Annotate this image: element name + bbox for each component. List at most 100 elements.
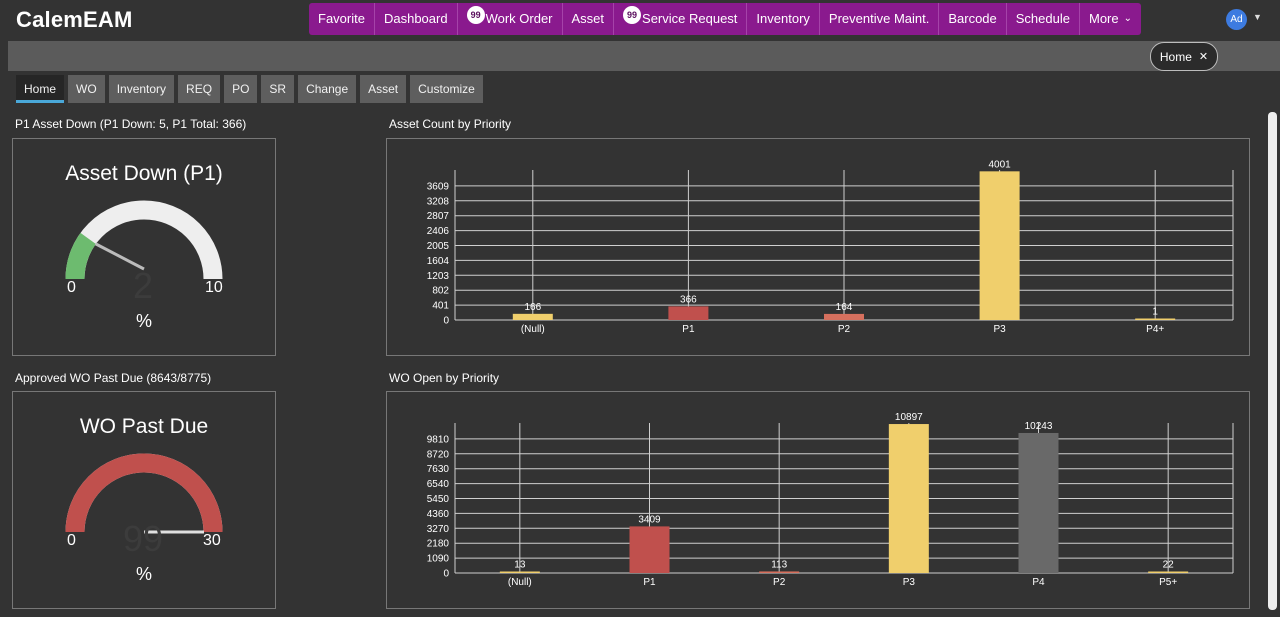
app-logo[interactable]: CalemEAM	[16, 7, 133, 32]
page-scrollbar[interactable]	[1268, 112, 1277, 610]
y-tick-label: 0	[443, 316, 449, 327]
gauge-title: WO Past Due	[79, 415, 209, 438]
chevron-down-icon: ⌄	[1123, 13, 1132, 24]
bar	[1135, 318, 1176, 320]
x-tick-label: P2	[773, 577, 786, 588]
y-tick-label: 6540	[427, 479, 450, 490]
nav-item-asset[interactable]: Asset	[563, 3, 615, 35]
nav-item-favorite[interactable]: Favorite	[309, 3, 375, 35]
bar	[888, 424, 929, 573]
x-tick-label: P3	[903, 577, 916, 588]
x-tick-label: P4+	[1146, 324, 1164, 335]
nav-item-service-request[interactable]: 99 Service Request	[614, 3, 748, 35]
bar	[499, 571, 540, 573]
tab-home[interactable]: Home	[16, 75, 65, 103]
y-tick-label: 2005	[427, 241, 450, 252]
y-tick-label: 1090	[427, 554, 450, 565]
tab-req[interactable]: REQ	[178, 75, 221, 103]
gauge-title: Asset Down (P1)	[65, 162, 223, 185]
y-tick-label: 401	[432, 301, 449, 312]
bar-chart-asset-count: 0 401 802 1203 1604 2005 2406 2807 3208 3609 166 (N…	[427, 159, 1234, 335]
y-tick-label: 3609	[427, 181, 450, 192]
y-tick-label: 5450	[427, 494, 450, 505]
gauge-fill	[65, 453, 223, 533]
gauge-unit: %	[135, 311, 152, 331]
nav-item-label: Work Order	[485, 11, 553, 26]
gauge-wo-past-due	[65, 453, 223, 534]
y-tick-label: 4360	[427, 509, 450, 520]
close-icon[interactable]: ✕	[1198, 51, 1209, 63]
bar-value-label: 4001	[988, 159, 1011, 170]
tab-inventory[interactable]: Inventory	[108, 75, 175, 103]
nav-item-label: Asset	[571, 11, 605, 26]
y-tick-label: 1203	[427, 271, 450, 282]
gauge-value: 99	[123, 518, 164, 559]
tab-po[interactable]: PO	[224, 75, 258, 103]
nav-item-label: Service Request	[642, 11, 738, 26]
y-tick-label: 3208	[427, 196, 450, 207]
nav-item-label: Preventive Maint.	[828, 11, 930, 26]
x-tick-label: (Null)	[521, 324, 545, 335]
open-tabs-bar	[8, 41, 1280, 71]
main-nav: Favorite Dashboard 99 Work Order Asset 99 Serv…	[309, 3, 1141, 35]
nav-item-work-order[interactable]: 99 Work Order	[458, 3, 563, 35]
dashboard-tabs: Home WO Inventory REQ PO SR Change Asset Customi…	[16, 75, 487, 103]
tab-wo[interactable]: WO	[68, 75, 105, 103]
bar	[979, 171, 1020, 320]
user-avatar[interactable]: Ad	[1226, 9, 1247, 30]
bar-value-label: 1	[1152, 307, 1158, 318]
bar-value-label: 13	[514, 560, 526, 571]
section-title-wo-past-due: Approved WO Past Due (8643/8775)	[15, 371, 212, 385]
y-tick-label: 2807	[427, 211, 450, 222]
tab-asset[interactable]: Asset	[360, 75, 407, 103]
y-tick-label: 2180	[427, 539, 450, 550]
bar	[759, 571, 800, 573]
bar-value-label: 166	[524, 302, 541, 313]
nav-item-label: Inventory	[756, 11, 810, 26]
count-badge: 99	[466, 6, 485, 24]
bar	[668, 306, 709, 320]
bar-value-label: 22	[1163, 560, 1175, 571]
count-badge: 99	[623, 6, 642, 24]
section-title-asset-down: P1 Asset Down (P1 Down: 5, P1 Total: 366…	[15, 117, 247, 131]
nav-item-label: More	[1088, 11, 1119, 26]
y-tick-label: 1604	[427, 256, 450, 267]
nav-item-label: Schedule	[1015, 11, 1070, 26]
nav-item-preventive-maint[interactable]: Preventive Maint.	[820, 3, 940, 35]
gauge-min-label: 0	[67, 279, 76, 296]
gauge-unit: %	[135, 564, 152, 584]
x-tick-label: P5+	[1159, 577, 1177, 588]
nav-item-label: Favorite	[318, 11, 365, 26]
x-tick-label: P2	[838, 324, 851, 335]
bar-value-label: 164	[836, 302, 853, 313]
x-tick-label: P1	[682, 324, 695, 335]
x-tick-label: P1	[643, 577, 656, 588]
tab-change[interactable]: Change	[298, 75, 357, 103]
user-menu-caret-icon[interactable]: ▼	[1253, 12, 1262, 22]
y-tick-label: 0	[443, 569, 449, 580]
nav-item-label: Dashboard	[383, 11, 448, 26]
gauge-fill	[65, 232, 97, 280]
x-tick-label: P3	[993, 324, 1006, 335]
nav-item-inventory[interactable]: Inventory	[747, 3, 820, 35]
nav-item-more[interactable]: More ⌄	[1080, 3, 1141, 35]
nav-item-dashboard[interactable]: Dashboard	[375, 3, 458, 35]
y-tick-label: 9810	[427, 434, 450, 445]
bar-value-label: 366	[680, 294, 697, 305]
bar-value-label: 10243	[1025, 421, 1053, 432]
y-tick-label: 2406	[427, 226, 450, 237]
gauge-asset-down	[65, 200, 223, 280]
open-tab-label: Home	[1159, 49, 1192, 64]
open-tab-home[interactable]: Home ✕	[1150, 42, 1218, 71]
nav-item-barcode[interactable]: Barcode	[939, 3, 1007, 35]
chart-title-wo-open: WO Open by Priority	[389, 371, 500, 385]
bar	[512, 313, 553, 320]
tab-sr[interactable]: SR	[261, 75, 295, 103]
bar-value-label: 10897	[895, 412, 923, 423]
tab-customize[interactable]: Customize	[410, 75, 483, 103]
gauge-needle	[94, 242, 145, 271]
y-tick-label: 3270	[427, 524, 450, 535]
gauge-value: 2	[133, 265, 154, 306]
chart-card-asset-count: 0 401 802 1203 1604 2005 2406 2807 3208 3609 166 (N…	[386, 138, 1250, 356]
nav-item-schedule[interactable]: Schedule	[1007, 3, 1080, 35]
